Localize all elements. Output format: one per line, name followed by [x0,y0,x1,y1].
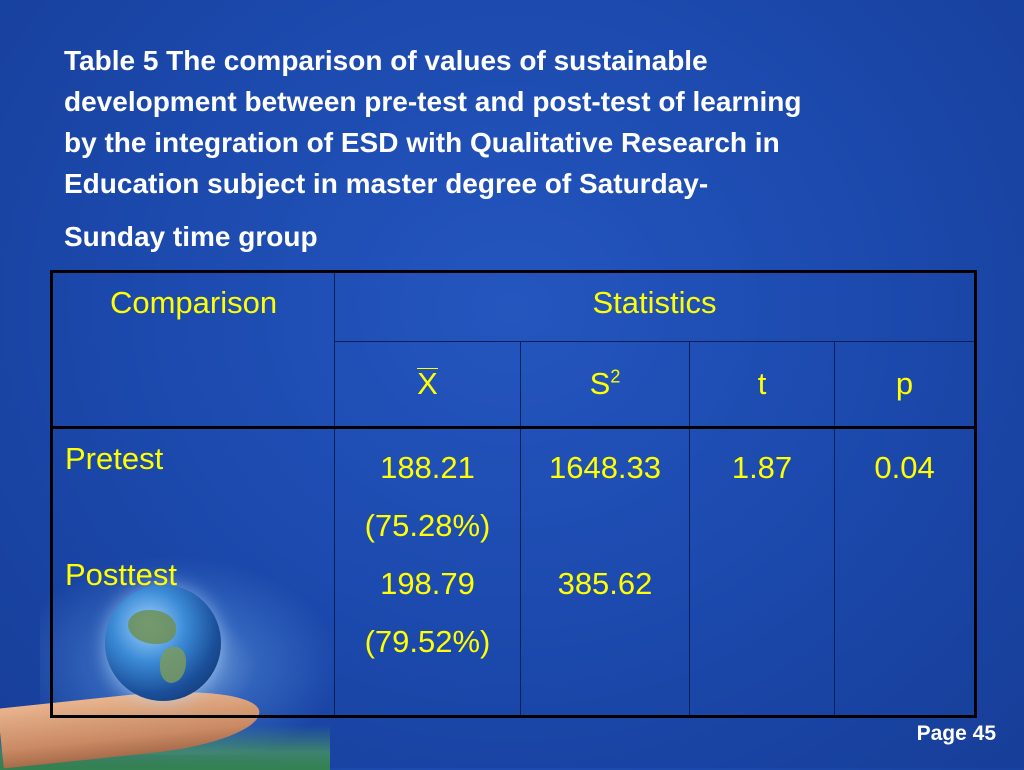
header-variance: S2 [520,341,690,428]
t-cell: 1.87 [689,427,835,717]
t-value: 1.87 [731,450,793,485]
table-row: Pretest Posttest 188.21 (75.28%) 198.79 … [51,427,977,717]
spacer [521,497,689,555]
table-subheader-row: X S2 t p [52,341,977,428]
header-mean: X [334,341,521,428]
statistics-table: Comparison Statistics X S2 t p Pretest P… [50,270,978,718]
title-line: development between pre-test and post-te… [64,86,802,117]
pretest-mean-percent: (75.28%) [364,508,491,543]
p-value: 0.04 [874,450,935,485]
pretest-variance: 1648.33 [548,450,662,485]
slide-title: Table 5 The comparison of values of sust… [64,40,984,257]
title-line: Table 5 The comparison of values of sust… [64,45,708,76]
header-p: p [833,341,977,428]
variance-cell: 1648.33 385.62 [520,427,690,717]
header-statistics: Statistics [333,271,977,342]
header-t: t [689,341,835,428]
title-line: by the integration of ESD with Qualitati… [64,127,780,158]
posttest-mean: 198.79 [380,566,475,601]
page-number: Page 45 [916,722,996,745]
p-cell: 0.04 [833,427,977,717]
variance-symbol: S [589,366,611,401]
title-line: Education subject in master degree of Sa… [64,168,709,199]
comparison-cell: Pretest Posttest [51,427,335,717]
pretest-label: Pretest [65,441,164,476]
table-header-row: Comparison Statistics [51,271,977,428]
posttest-mean-percent: (79.52%) [364,624,491,659]
posttest-variance: 385.62 [557,566,653,601]
variance-exponent: 2 [610,366,621,387]
posttest-label: Posttest [65,557,177,592]
mean-symbol: X [417,366,438,401]
pretest-mean: 188.21 [380,450,475,485]
title-line: Sunday time group [64,221,318,252]
header-comparison: Comparison [51,271,335,428]
mean-cell: 188.21 (75.28%) 198.79 (79.52%) [334,427,521,717]
